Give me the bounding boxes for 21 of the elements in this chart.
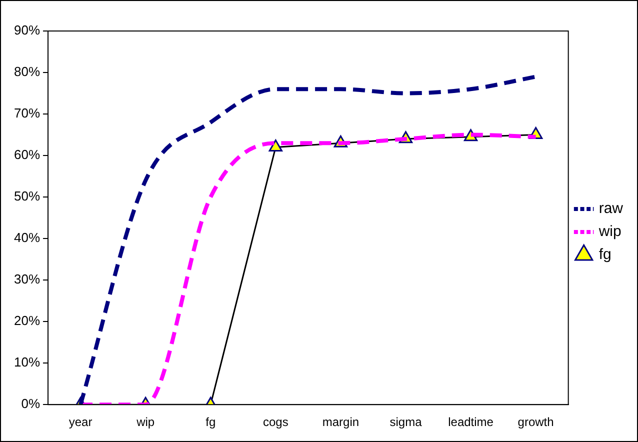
legend-label: wip bbox=[598, 223, 622, 240]
x-tick-label: sigma bbox=[390, 415, 422, 430]
y-tick-label: 70% bbox=[14, 106, 40, 121]
y-tick-label: 90% bbox=[14, 22, 40, 38]
legend-label: fg bbox=[598, 246, 612, 264]
x-tick-label: wip bbox=[136, 415, 155, 430]
y-tick-label: 30% bbox=[14, 272, 40, 287]
y-tick-label: 40% bbox=[14, 230, 40, 246]
y-tick-label: 50% bbox=[14, 188, 40, 204]
x-tick-label: fg bbox=[206, 415, 216, 430]
y-tick-label: 80% bbox=[14, 64, 40, 80]
y-tick-label: 60% bbox=[14, 147, 40, 162]
x-tick-label: growth bbox=[518, 415, 554, 430]
x-tick-label: year bbox=[68, 415, 92, 430]
y-tick-label: 10% bbox=[14, 354, 40, 370]
y-tick-label: 20% bbox=[14, 313, 40, 328]
x-tick-label: leadtime bbox=[448, 415, 494, 430]
legend-label: raw bbox=[598, 200, 624, 218]
x-tick-label: margin bbox=[322, 415, 360, 430]
x-tick-label: cogs bbox=[262, 415, 288, 430]
y-tick-label: 0% bbox=[21, 396, 40, 412]
